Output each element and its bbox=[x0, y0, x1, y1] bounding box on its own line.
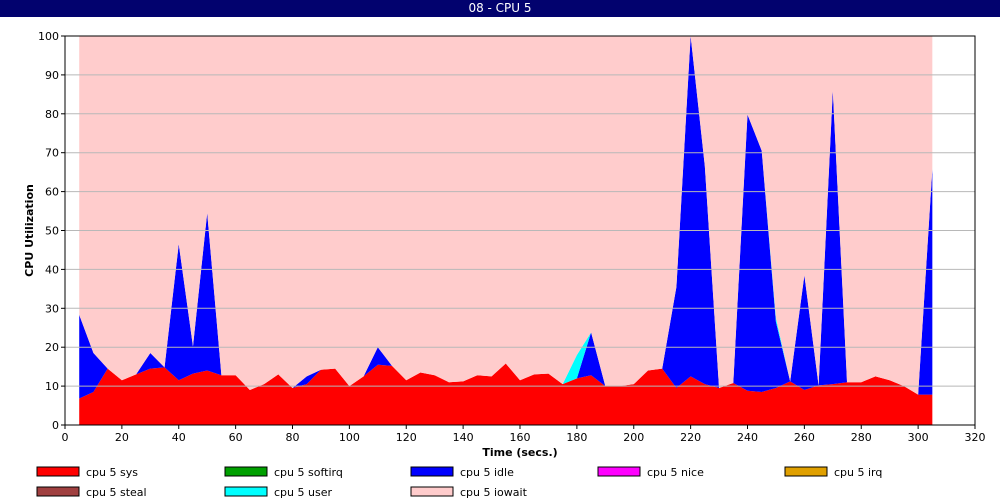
chart-title: 08 - CPU 5 bbox=[0, 0, 1000, 17]
series-area-cpu-5-idle bbox=[79, 36, 933, 399]
legend-label: cpu 5 steal bbox=[86, 486, 147, 499]
legend-swatch bbox=[224, 466, 268, 477]
x-tick-label: 220 bbox=[680, 431, 701, 444]
y-tick-label: 90 bbox=[45, 69, 59, 82]
x-tick-label: 180 bbox=[566, 431, 587, 444]
y-tick-label: 10 bbox=[45, 380, 59, 393]
x-tick-label: 300 bbox=[908, 431, 929, 444]
series-area-cpu-5-iowait bbox=[79, 36, 933, 395]
legend: cpu 5 sys cpu 5 softirq cpu 5 idle cpu 5 ni… bbox=[36, 466, 882, 499]
legend-item: cpu 5 sys bbox=[36, 466, 138, 479]
legend-item: cpu 5 irq bbox=[784, 466, 882, 479]
x-tick-label: 0 bbox=[62, 431, 69, 444]
legend-label: cpu 5 iowait bbox=[460, 486, 528, 499]
legend-label: cpu 5 user bbox=[274, 486, 332, 499]
x-tick-label: 200 bbox=[623, 431, 644, 444]
x-tick-label: 160 bbox=[510, 431, 531, 444]
legend-label: cpu 5 idle bbox=[460, 466, 514, 479]
legend-label: cpu 5 sys bbox=[86, 466, 138, 479]
x-tick-label: 60 bbox=[229, 431, 243, 444]
plot-area bbox=[79, 36, 933, 425]
x-tick-label: 120 bbox=[396, 431, 417, 444]
y-axis: 0 10 20 30 40 50 60 70 80 90 100 bbox=[38, 30, 65, 432]
legend-item: cpu 5 iowait bbox=[410, 486, 528, 499]
y-tick-label: 30 bbox=[45, 302, 59, 315]
y-tick-label: 70 bbox=[45, 147, 59, 160]
legend-label: cpu 5 nice bbox=[647, 466, 704, 479]
x-tick-label: 40 bbox=[172, 431, 186, 444]
legend-item: cpu 5 idle bbox=[410, 466, 514, 479]
legend-swatch bbox=[224, 486, 268, 497]
y-tick-label: 100 bbox=[38, 30, 59, 43]
legend-label: cpu 5 softirq bbox=[274, 466, 343, 479]
legend-item: cpu 5 nice bbox=[597, 466, 704, 479]
legend-swatch bbox=[597, 466, 641, 477]
y-tick-label: 60 bbox=[45, 186, 59, 199]
x-tick-label: 20 bbox=[115, 431, 129, 444]
x-tick-label: 280 bbox=[851, 431, 872, 444]
y-tick-label: 80 bbox=[45, 108, 59, 121]
x-tick-label: 100 bbox=[339, 431, 360, 444]
x-tick-label: 320 bbox=[965, 431, 986, 444]
grid-lines bbox=[65, 74, 975, 387]
cpu-chart: 0 20 40 60 80 100 120 140 160 180 200 220 240 260 280 3… bbox=[23, 30, 986, 499]
series-area-cpu-5-sys bbox=[79, 363, 933, 425]
legend-label: cpu 5 irq bbox=[834, 466, 882, 479]
legend-swatch bbox=[784, 466, 828, 477]
legend-swatch bbox=[410, 486, 454, 497]
y-tick-label: 50 bbox=[45, 225, 59, 238]
y-axis-label: CPU Utilization bbox=[23, 184, 36, 277]
x-tick-label: 140 bbox=[453, 431, 474, 444]
legend-item: cpu 5 user bbox=[224, 486, 332, 499]
x-tick-label: 260 bbox=[794, 431, 815, 444]
legend-item: cpu 5 steal bbox=[36, 486, 147, 499]
y-tick-label: 0 bbox=[52, 419, 59, 432]
legend-swatch bbox=[36, 466, 80, 477]
legend-swatch bbox=[36, 486, 80, 497]
y-tick-label: 20 bbox=[45, 341, 59, 354]
x-axis: 0 20 40 60 80 100 120 140 160 180 200 220 240 260 280 3… bbox=[62, 425, 986, 444]
x-axis-label: Time (secs.) bbox=[482, 446, 557, 459]
x-tick-label: 240 bbox=[737, 431, 758, 444]
x-tick-label: 80 bbox=[286, 431, 300, 444]
y-tick-label: 40 bbox=[45, 263, 59, 276]
legend-item: cpu 5 softirq bbox=[224, 466, 343, 479]
legend-swatch bbox=[410, 466, 454, 477]
